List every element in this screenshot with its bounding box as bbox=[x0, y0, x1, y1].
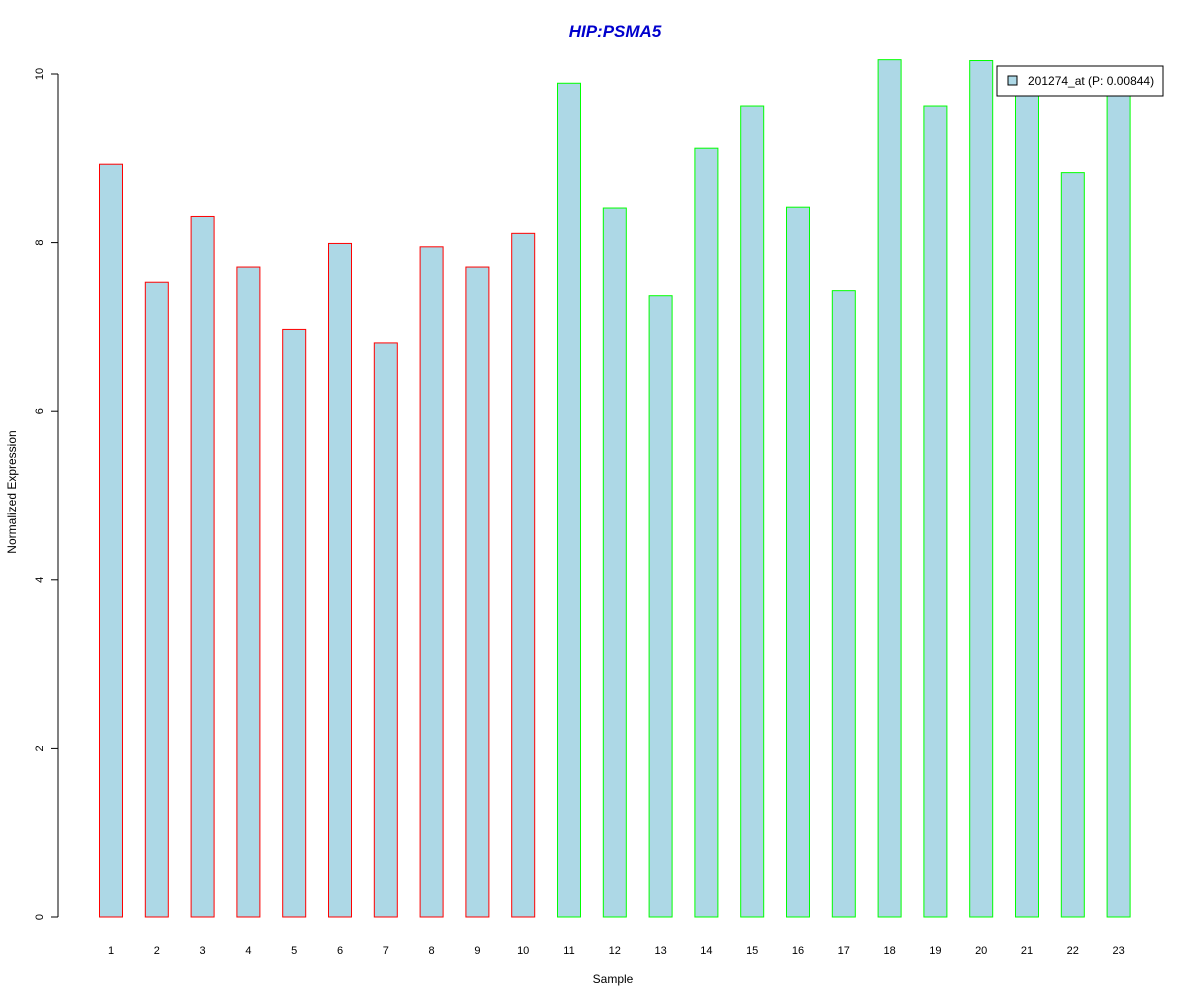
bar-sample-15 bbox=[740, 105, 765, 918]
y-tick-label: 8 bbox=[34, 240, 46, 246]
bar-sample-1 bbox=[99, 163, 123, 918]
x-tick-label: 18 bbox=[883, 945, 895, 957]
x-tick-label: 22 bbox=[1067, 945, 1079, 957]
bar-sample-12 bbox=[602, 207, 627, 918]
bar-sample-20 bbox=[969, 60, 994, 918]
x-tick-label: 12 bbox=[609, 945, 621, 957]
bar-sample-21 bbox=[1015, 91, 1039, 918]
x-tick-label: 1 bbox=[108, 945, 114, 957]
x-tick-label: 6 bbox=[337, 945, 343, 957]
chart-title: HIP:PSMA5 bbox=[569, 22, 662, 41]
bar-sample-18 bbox=[877, 59, 902, 918]
bar-sample-4 bbox=[236, 266, 261, 918]
x-tick-label: 4 bbox=[245, 945, 251, 957]
y-axis-label: Normalized Expression bbox=[5, 430, 19, 553]
x-tick-label: 23 bbox=[1112, 945, 1124, 957]
legend-entry: 201274_at (P: 0.00844) bbox=[1028, 74, 1154, 88]
x-tick-label: 11 bbox=[563, 945, 574, 957]
x-tick-label: 21 bbox=[1021, 945, 1033, 957]
x-tick-label: 7 bbox=[383, 945, 389, 957]
y-tick-label: 6 bbox=[34, 408, 46, 414]
x-tick-label: 15 bbox=[746, 945, 758, 957]
bars bbox=[99, 59, 1131, 918]
bar-sample-19 bbox=[923, 105, 948, 918]
bar-sample-11 bbox=[557, 82, 581, 918]
x-tick-label: 13 bbox=[654, 945, 666, 957]
bar-sample-5 bbox=[282, 328, 307, 918]
x-tick-label: 14 bbox=[700, 945, 712, 957]
x-tick-label: 5 bbox=[291, 945, 297, 957]
x-axis-tick-labels: 1 2 3 4 5 6 7 8 9 10 11 12 13 14 15 16 17 18 19 20 21 22 23 bbox=[108, 945, 1125, 957]
x-axis-label: Sample bbox=[593, 972, 634, 986]
x-tick-label: 17 bbox=[838, 945, 850, 957]
bar-sample-8 bbox=[419, 246, 444, 918]
bar-sample-2 bbox=[144, 281, 169, 918]
bar-sample-23 bbox=[1106, 92, 1131, 918]
x-tick-label: 3 bbox=[200, 945, 206, 957]
y-tick-label: 4 bbox=[34, 577, 46, 583]
x-tick-label: 16 bbox=[792, 945, 804, 957]
x-tick-label: 10 bbox=[517, 945, 529, 957]
x-tick-label: 8 bbox=[429, 945, 435, 957]
bar-sample-14 bbox=[694, 147, 719, 918]
legend-swatch bbox=[1007, 75, 1018, 86]
x-tick-label: 2 bbox=[154, 945, 160, 957]
y-tick-label: 10 bbox=[34, 68, 46, 80]
y-tick-label: 0 bbox=[34, 914, 46, 920]
bar-sample-7 bbox=[373, 342, 398, 918]
bar-sample-6 bbox=[328, 242, 352, 918]
bar-sample-10 bbox=[511, 232, 536, 918]
bar-sample-3 bbox=[190, 215, 215, 918]
bar-sample-9 bbox=[465, 266, 490, 918]
x-tick-label: 20 bbox=[975, 945, 987, 957]
bar-sample-16 bbox=[786, 206, 810, 918]
x-tick-label: 9 bbox=[474, 945, 480, 957]
bar-sample-17 bbox=[831, 290, 856, 918]
legend-box bbox=[996, 65, 1164, 97]
y-tick-label: 2 bbox=[34, 745, 46, 751]
x-tick-label: 19 bbox=[929, 945, 941, 957]
y-axis: 0 2 4 6 8 10 bbox=[34, 68, 59, 920]
bar-sample-13 bbox=[648, 295, 673, 918]
bar-sample-22 bbox=[1060, 172, 1085, 918]
legend: 201274_at (P: 0.00844) bbox=[996, 65, 1164, 97]
